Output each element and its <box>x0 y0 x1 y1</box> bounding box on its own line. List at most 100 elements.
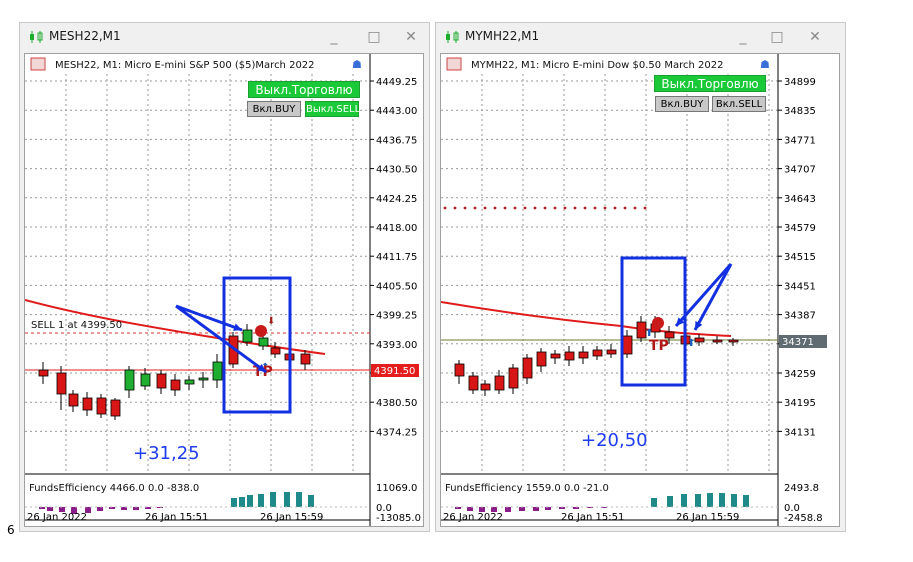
stop-level-dot <box>623 206 627 210</box>
annotation-arrow <box>175 304 267 374</box>
chart-candles-icon <box>446 31 459 43</box>
window-titlebar[interactable]: MYMH22,M1 _ □ ✕ <box>436 23 845 51</box>
buy-arrow-icon: ⬆ <box>687 338 695 349</box>
candle-body <box>622 335 633 355</box>
chart-window-mymh22[interactable]: MYMH22,M1 _ □ ✕ MYMH22, M1: Micro E-mini… <box>435 22 846 532</box>
histogram-bar-negative <box>85 507 91 513</box>
histogram-bar-negative <box>39 507 45 509</box>
profit-label: +20,50 <box>581 430 648 451</box>
time-axis-label: 26 Jan 15:59 <box>260 512 323 523</box>
chart-symbol-header: MYMH22, M1: Micro E-mini Dow $0.50 March… <box>471 60 723 71</box>
take-profit-label: TP <box>649 338 669 354</box>
time-axis-label: 26 Jan 15:59 <box>676 512 739 523</box>
annotation-arrow <box>175 304 243 332</box>
page-number: 6 <box>7 523 15 537</box>
enable-buy-button[interactable]: Вкл.BUY <box>655 96 709 112</box>
stop-level-dot <box>553 206 557 210</box>
price-axis-label: 34131 <box>784 427 816 438</box>
stop-level-dot <box>523 206 527 210</box>
stop-level-dot <box>573 206 577 210</box>
histogram-bar-positive <box>681 494 687 507</box>
candle-body <box>606 349 617 355</box>
price-axis-label: 4411.75 <box>376 252 417 263</box>
time-axis-label: 26 Jan 15:51 <box>145 512 208 523</box>
histogram-bar-positive <box>719 493 725 507</box>
candle-body <box>564 351 575 361</box>
histogram-bar-positive <box>239 497 245 507</box>
toggle-sell-button[interactable]: Выкл.SELL <box>305 101 360 117</box>
toggle-trading-button[interactable]: Выкл.Торговлю <box>248 81 360 98</box>
histogram-bar-positive <box>247 495 253 507</box>
histogram-bar-negative <box>47 507 53 511</box>
stop-level-dot <box>603 206 607 210</box>
candle-body <box>454 363 465 377</box>
stop-level-dot <box>513 206 517 210</box>
take-profit-marker-icon <box>255 325 267 337</box>
candle-body <box>636 321 647 339</box>
buy-arrow-icon: ⬆ <box>261 362 269 373</box>
price-chart[interactable]: MYMH22, M1: Micro E-mini Dow $0.50 March… <box>440 53 840 527</box>
candle-body <box>96 397 107 415</box>
stop-level-dot <box>563 206 567 210</box>
price-axis-label: 34579 <box>784 223 816 234</box>
stop-level-dot <box>613 206 617 210</box>
price-axis-label: 4399.25 <box>376 311 417 322</box>
indicator-label: FundsEfficiency 1559.0 0.0 -21.0 <box>445 483 609 494</box>
histogram-bar-positive <box>743 495 749 507</box>
candle-body <box>68 393 79 407</box>
chart-list-icon <box>446 57 462 71</box>
chart-canvas[interactable]: MYMH22, M1: Micro E-mini Dow $0.50 March… <box>441 54 839 526</box>
time-axis-label: 26 Jan 15:51 <box>561 512 624 523</box>
close-button[interactable]: ✕ <box>809 29 821 45</box>
annotation-arrowhead <box>257 364 266 372</box>
price-axis-label: 34195 <box>784 398 816 409</box>
annotation-arrow <box>674 263 733 327</box>
candle-body <box>124 369 135 391</box>
candle-body <box>480 383 491 391</box>
price-axis-label: 34771 <box>784 135 816 146</box>
enable-buy-button[interactable]: Вкл.BUY <box>247 101 301 117</box>
minimize-button[interactable]: _ <box>330 29 338 45</box>
histogram-bar-positive <box>231 498 237 507</box>
minimize-button[interactable]: _ <box>739 29 747 45</box>
candle-body <box>212 361 223 381</box>
indicator-scale-label: 11069.0 <box>376 483 417 494</box>
close-button[interactable]: ✕ <box>405 29 417 45</box>
candle-body <box>694 337 705 343</box>
time-axis-label: 26 Jan 2022 <box>27 512 87 523</box>
maximize-button[interactable]: □ <box>367 29 381 45</box>
window-titlebar[interactable]: MESH22,M1 _ □ ✕ <box>20 23 429 51</box>
histogram-bar-positive <box>707 493 713 507</box>
price-axis-label: 4380.50 <box>376 398 417 409</box>
candle-body <box>56 372 67 395</box>
stop-level-dot <box>533 206 537 210</box>
chart-canvas[interactable]: MESH22, M1: Micro E-mini S&P 500 ($5)Mar… <box>25 54 423 526</box>
chart-window-mesh22[interactable]: MESH22,M1 _ □ ✕ MESH22, M1: Micro E-mini… <box>19 22 430 532</box>
annotation-arrowhead <box>233 323 242 331</box>
histogram-bar-negative <box>59 507 65 512</box>
maximize-button[interactable]: □ <box>770 29 784 45</box>
enable-sell-button[interactable]: Вкл.SELL <box>712 96 766 112</box>
toggle-trading-button[interactable]: Выкл.Торговлю <box>654 75 766 92</box>
histogram-bar-positive <box>731 494 737 507</box>
window-title: MESH22,M1 <box>49 29 121 43</box>
annotation-arrow <box>693 263 733 331</box>
candle-body <box>508 367 519 389</box>
price-chart[interactable]: MESH22, M1: Micro E-mini S&P 500 ($5)Mar… <box>24 53 424 527</box>
candle-body <box>170 379 181 391</box>
indicator-scale-label: 0.0 <box>784 503 800 514</box>
histogram-bar-negative <box>545 507 551 510</box>
moving-average-line <box>441 301 732 337</box>
candle-body <box>242 329 253 343</box>
price-axis-label: 4405.50 <box>376 281 417 292</box>
histogram-bar-negative <box>71 507 77 514</box>
price-axis-label: 34387 <box>784 311 816 322</box>
chart-list-icon <box>30 57 46 71</box>
profit-label: +31,25 <box>133 443 200 464</box>
candle-body <box>184 379 195 385</box>
candle-body <box>522 357 533 379</box>
current-price-value: 34371 <box>782 337 814 348</box>
candle-body <box>156 373 167 389</box>
price-axis-label: 34515 <box>784 252 816 263</box>
histogram-bar-negative <box>491 507 497 512</box>
